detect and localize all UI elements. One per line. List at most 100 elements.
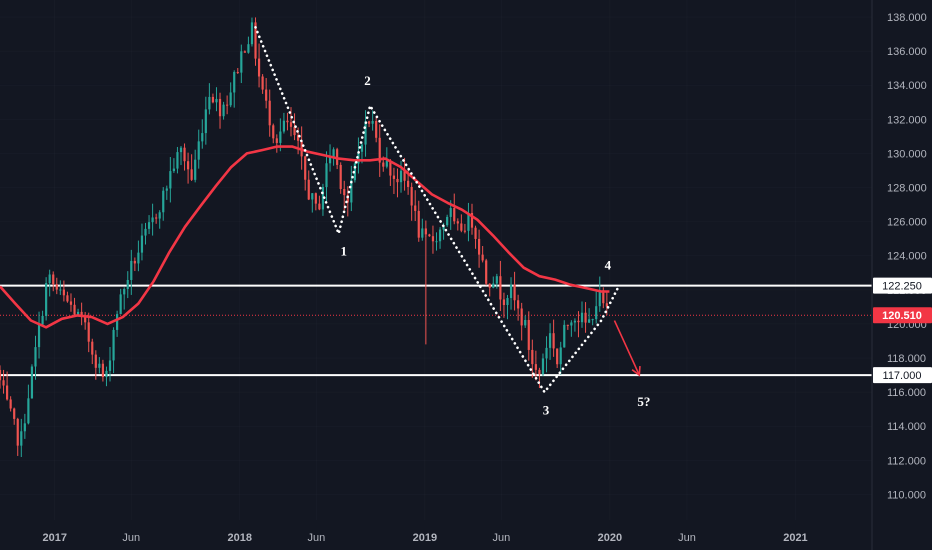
candle-body	[169, 171, 172, 189]
candle-body	[343, 188, 346, 196]
candle-body	[463, 230, 466, 232]
moving-average-line	[0, 145, 610, 329]
candle-body	[350, 180, 353, 203]
y-tick-label: 112.000	[887, 455, 926, 467]
candle-body	[172, 168, 175, 172]
y-tick-label: 124.000	[887, 251, 927, 263]
candle-body	[477, 238, 481, 255]
price-tags: 122.250 117.000 120.510	[873, 277, 932, 384]
candle-body	[183, 147, 186, 162]
candle-body	[108, 360, 112, 371]
candle-body	[375, 120, 378, 138]
candle-body	[144, 228, 147, 236]
candle-body	[513, 284, 516, 301]
candle-body	[48, 274, 51, 284]
candle-body	[566, 324, 569, 326]
candle-body	[527, 320, 530, 350]
candle-body	[282, 120, 286, 132]
candle-body	[502, 299, 506, 306]
time-axis[interactable]: 2017 Jun 2018 Jun 2019 Jun 2020 Jun 2021	[43, 532, 808, 544]
y-tick-label: 126.000	[887, 217, 927, 229]
wave-label-1: 1	[340, 244, 347, 259]
price-tag-label: 120.510	[882, 310, 922, 322]
candle-body	[222, 104, 225, 117]
candle-body	[140, 235, 144, 253]
price-tag	[873, 277, 932, 294]
candle-body	[116, 314, 119, 330]
candle-body	[598, 290, 601, 307]
candle-body	[137, 252, 140, 264]
candle-body	[364, 121, 367, 145]
candle-body	[470, 213, 474, 228]
x-tick-label: Jun	[678, 532, 696, 544]
candle-body	[325, 163, 328, 188]
candle-body	[101, 363, 105, 378]
price-tag	[873, 307, 932, 324]
candle-body	[541, 358, 545, 375]
candle-body	[321, 187, 325, 210]
forecast-arrow-shaft	[613, 320, 641, 376]
candle-body	[151, 217, 154, 223]
candle-body	[5, 385, 9, 400]
candle-body	[20, 431, 23, 446]
candle-body	[385, 160, 388, 167]
y-tick-label: 116.000	[887, 387, 926, 399]
candle-body	[414, 205, 417, 211]
candlestick-series	[0, 17, 608, 458]
candle-body	[304, 156, 307, 180]
wave-label-3: 3	[543, 402, 550, 417]
candle-body	[339, 164, 342, 189]
candle-body	[165, 188, 168, 191]
candle-body	[545, 347, 548, 359]
candle-body	[147, 222, 151, 229]
grid-lines	[0, 0, 872, 520]
price-axis[interactable]: 110.000112.000114.000116.000118.000120.0…	[887, 12, 927, 501]
candle-body	[204, 109, 207, 134]
candle-body	[559, 347, 562, 365]
candle-body	[367, 121, 371, 124]
candle-body	[538, 369, 541, 375]
candle-body	[236, 71, 239, 73]
candle-body	[588, 319, 591, 323]
candle-body	[261, 76, 264, 90]
candle-body	[449, 208, 452, 217]
candle-body	[389, 160, 392, 176]
candle-body	[417, 210, 420, 238]
candle-body	[2, 380, 5, 386]
candle-body	[495, 276, 498, 284]
candle-body	[37, 324, 41, 348]
candle-body	[226, 104, 229, 106]
candle-body	[34, 347, 37, 367]
x-tick-label: 2018	[228, 532, 252, 544]
candle-body	[69, 301, 73, 305]
candle-body	[30, 366, 34, 399]
candle-body	[396, 178, 399, 183]
candle-body	[403, 170, 406, 181]
candle-body	[23, 423, 26, 432]
candle-body	[257, 58, 261, 77]
candle-body	[570, 322, 573, 326]
candle-body	[59, 289, 62, 291]
candle-body	[297, 135, 300, 141]
horizontal-levels[interactable]	[0, 284, 872, 377]
x-tick-label: Jun	[307, 532, 325, 544]
candle-body	[194, 159, 197, 180]
candle-body	[98, 363, 101, 368]
candle-body	[289, 122, 293, 127]
candle-body	[488, 283, 491, 288]
candle-body	[424, 228, 427, 235]
candle-body	[268, 100, 271, 126]
candle-body	[307, 179, 310, 200]
x-tick-label: 2020	[598, 532, 622, 544]
y-tick-label: 118.000	[887, 353, 926, 365]
candle-body	[382, 162, 385, 167]
candle-body	[407, 180, 410, 187]
candle-body	[176, 152, 179, 169]
candle-body	[456, 221, 459, 224]
candle-body	[311, 193, 314, 200]
candle-body	[573, 320, 577, 323]
candle-body	[378, 137, 381, 163]
x-tick-label: 2021	[783, 532, 807, 544]
